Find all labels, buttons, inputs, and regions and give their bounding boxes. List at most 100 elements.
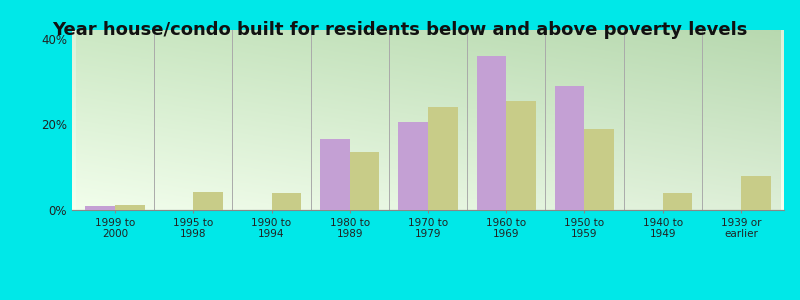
Bar [72,163,784,164]
Bar [72,109,784,110]
Bar [72,64,784,65]
Bar [72,78,784,79]
Bar [72,94,784,95]
Bar [72,134,784,135]
Bar [72,192,784,193]
Bar [72,81,784,82]
Bar [72,83,784,84]
Bar [72,136,784,137]
Bar [72,149,784,150]
Text: Year house/condo built for residents below and above poverty levels: Year house/condo built for residents bel… [52,21,748,39]
Bar [72,44,784,45]
Bar [72,50,784,51]
Bar [72,141,784,142]
Bar [72,179,784,180]
Bar [72,73,784,74]
Bar [72,30,784,31]
Bar [72,46,784,47]
Bar [72,90,784,91]
Bar [72,208,784,209]
Bar [72,165,784,166]
Bar [741,176,770,210]
Bar [72,115,784,116]
Bar [72,118,784,119]
Bar [72,139,784,140]
Bar [72,160,784,161]
Bar [72,89,784,90]
Bar [72,173,784,174]
Bar [72,195,784,196]
Bar [72,113,784,114]
Bar [72,174,784,175]
Bar [72,127,784,128]
Bar [72,121,784,122]
Bar [72,62,784,63]
Bar [72,143,784,144]
Bar [72,178,784,179]
Bar [72,108,784,109]
Bar [72,125,784,126]
Bar [72,162,784,163]
Bar [72,161,784,162]
Bar [72,96,784,97]
Bar [72,75,784,76]
Bar [72,80,784,81]
Bar [72,122,784,123]
Bar [72,154,784,155]
Bar [72,157,784,158]
Bar [72,85,784,86]
Bar [72,169,784,170]
Bar [72,63,784,64]
Bar [72,156,784,157]
Bar [72,42,784,43]
Bar [72,100,784,101]
Bar [72,150,784,151]
Bar [72,169,784,170]
Bar [72,123,784,124]
Bar [72,159,784,160]
Bar [72,132,784,133]
Bar [72,186,784,187]
Bar [72,61,784,62]
Bar [72,60,784,61]
Bar [72,76,784,77]
Bar [72,176,784,177]
Bar [72,172,784,173]
Bar [72,201,784,202]
Bar [72,124,784,125]
Bar [72,130,784,131]
Bar [72,196,784,197]
Bar [72,57,784,58]
Bar [72,87,784,88]
Bar [194,192,223,210]
Bar [72,170,784,171]
Bar [320,139,350,210]
Bar [72,120,784,121]
Bar [72,47,784,48]
Bar [72,153,784,154]
Bar [72,72,784,73]
Bar [554,86,585,210]
Bar [72,147,784,148]
Bar [72,182,784,183]
Bar [72,140,784,141]
Bar [72,52,784,53]
Bar [72,99,784,100]
Bar [72,119,784,120]
Bar [72,133,784,134]
Bar [72,138,784,139]
Bar [72,184,784,185]
Bar [72,104,784,105]
Bar [72,185,784,186]
Bar [72,31,784,32]
Bar [72,205,784,206]
Bar [72,82,784,83]
Bar [72,79,784,80]
Bar [72,88,784,89]
Bar [72,97,784,98]
Bar [72,180,784,181]
Bar [72,36,784,37]
Bar [72,77,784,78]
Bar [72,71,784,72]
Bar [72,175,784,176]
